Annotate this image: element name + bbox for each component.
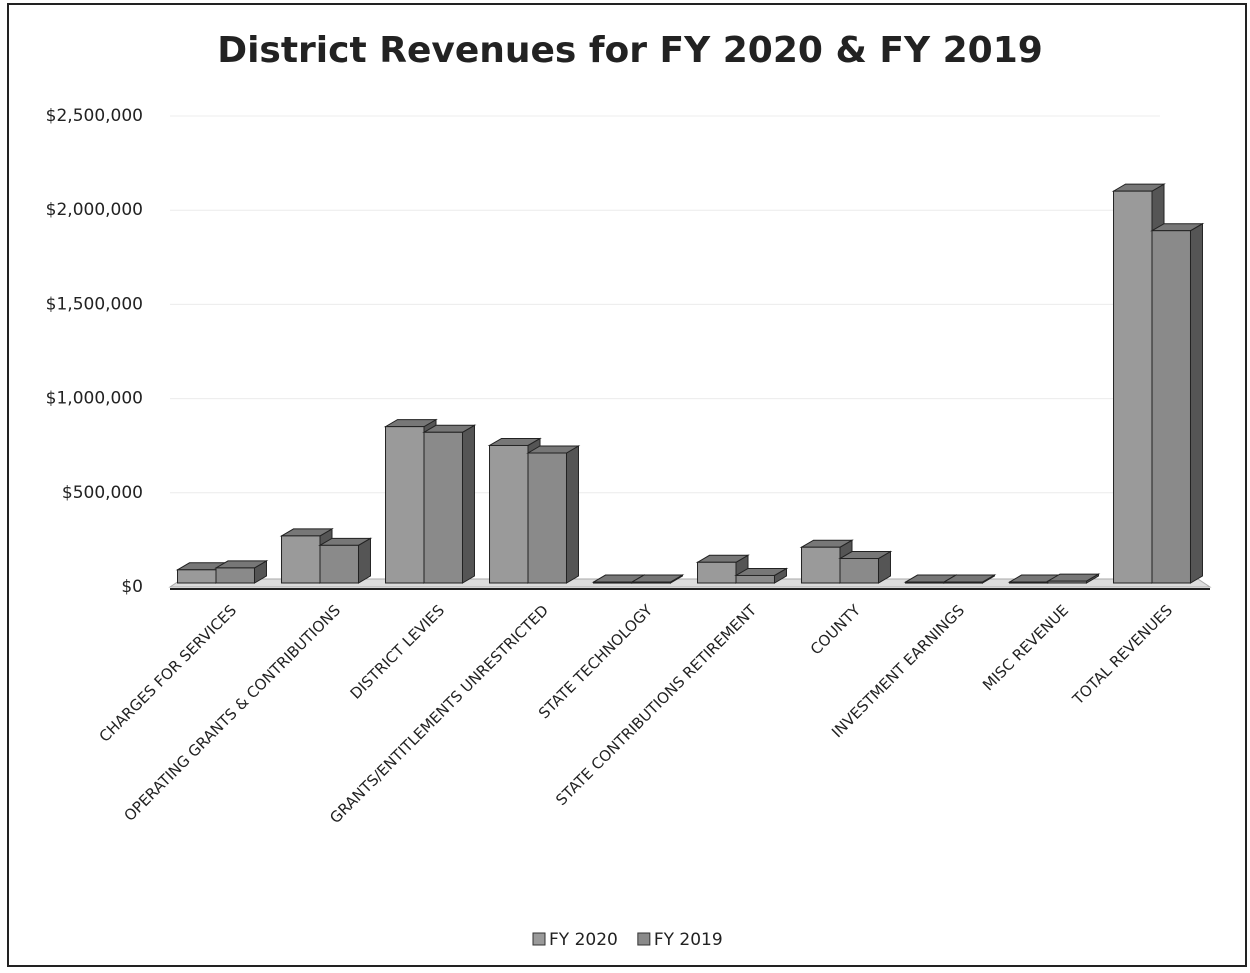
y-tick-label: $1,000,000 — [46, 389, 143, 409]
bar — [631, 581, 671, 584]
bar — [905, 581, 945, 584]
y-tick-label: $2,000,000 — [46, 200, 143, 220]
bar — [943, 581, 983, 584]
bar — [839, 558, 879, 584]
bar — [1009, 581, 1049, 584]
bar — [593, 581, 633, 584]
frame — [7, 3, 1247, 967]
bar — [1151, 230, 1191, 584]
bar — [735, 574, 775, 584]
y-tick-label: $1,500,000 — [46, 294, 143, 314]
bar — [1047, 580, 1087, 584]
legend-swatch — [532, 932, 546, 946]
legend-label: FY 2019 — [654, 930, 723, 950]
bar — [215, 567, 255, 584]
bar — [1113, 190, 1153, 584]
chart-title: District Revenues for FY 2020 & FY 2019 — [217, 30, 1043, 71]
bar — [697, 561, 737, 584]
bar — [423, 431, 463, 584]
bar — [281, 535, 321, 584]
bar — [177, 569, 217, 584]
bar-side — [461, 424, 475, 584]
bar — [527, 452, 567, 584]
legend-swatch — [637, 932, 651, 946]
bar-side — [357, 537, 371, 584]
bar-side — [1189, 222, 1203, 584]
y-tick-label: $0 — [121, 577, 143, 597]
bar — [489, 444, 529, 584]
bar-side — [565, 445, 579, 584]
y-tick-label: $2,500,000 — [46, 106, 143, 126]
bar — [385, 426, 425, 584]
legend-label: FY 2020 — [549, 930, 618, 950]
bar — [319, 544, 359, 584]
y-tick-label: $500,000 — [62, 483, 143, 503]
bar — [801, 546, 841, 584]
